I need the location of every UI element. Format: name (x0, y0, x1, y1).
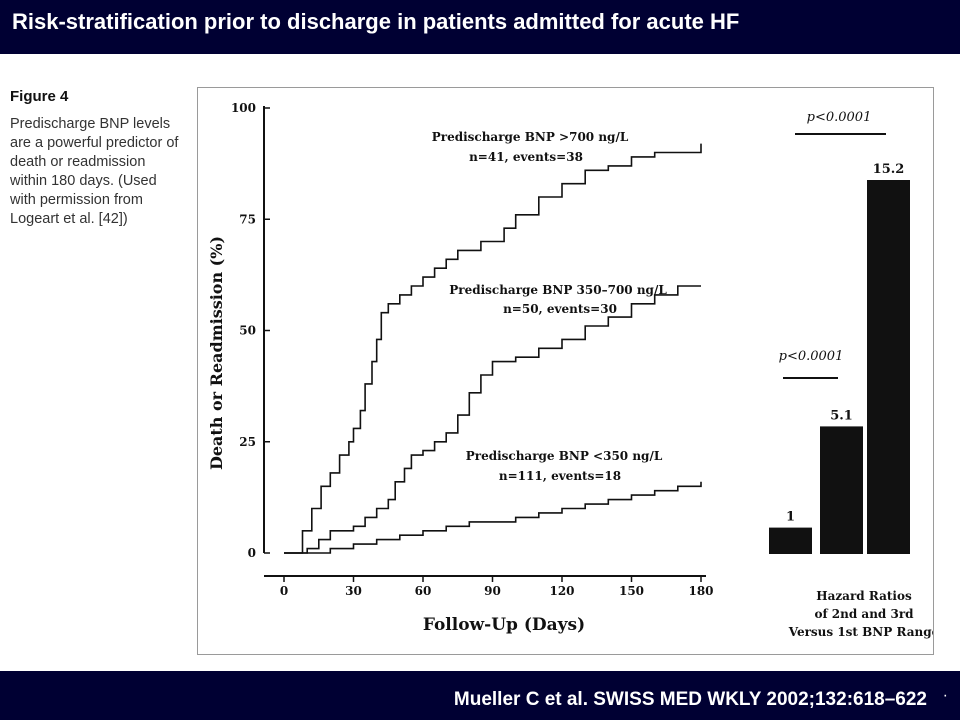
hazard-pvalue-top: p<0.0001 (795, 110, 886, 135)
y-tick-label-75: 75 (239, 212, 256, 226)
footer-mark: · (942, 687, 948, 704)
x-tick-label-180: 180 (688, 584, 713, 598)
hazard-bar-label-2: 5.1 (830, 408, 853, 423)
x-tick-label-150: 150 (619, 584, 644, 598)
y-tick-label-100: 100 (231, 101, 256, 115)
series-3-label-line1: Predischarge BNP <350 ng/L (466, 449, 663, 463)
hazard-bar-3 (867, 180, 910, 554)
y-axis-label: Death or Readmission (%) (207, 236, 226, 470)
y-tick-label-0: 0 (248, 546, 256, 560)
pvalue-label-top: p<0.0001 (807, 110, 872, 125)
citation: Mueller C et al. SWISS MED WKLY 2002;132… (453, 689, 927, 710)
series-3-label-line2: n=111, events=18 (499, 469, 621, 483)
hazard-pvalue-low: p<0.0001 (779, 349, 844, 379)
hazard-bar-2 (820, 426, 863, 554)
km-curve-1 (284, 143, 702, 554)
footer-bar: Mueller C et al. SWISS MED WKLY 2002;132… (0, 671, 960, 720)
figure-caption: Figure 4 Predischarge BNP levels are a p… (10, 88, 180, 229)
y-tick-label-50: 50 (239, 324, 256, 338)
x-tick-label-0: 0 (280, 584, 288, 598)
pvalue-label-low: p<0.0001 (779, 349, 844, 364)
figure-panel: Death or Readmission (%) Follow-Up (Days… (197, 87, 940, 655)
hazard-title-line1: Hazard Ratios (816, 589, 912, 603)
x-axis-label: Follow-Up (Days) (423, 615, 585, 635)
series-1-label-line1: Predischarge BNP >700 ng/L (432, 130, 629, 144)
x-tick-label-90: 90 (484, 584, 501, 598)
series-1-label-line2: n=41, events=38 (469, 150, 583, 164)
x-tick-label-60: 60 (415, 584, 432, 598)
km-chart: Death or Readmission (%) Follow-Up (Days… (207, 101, 940, 639)
hazard-bar-label-3: 15.2 (873, 162, 905, 177)
x-tick-label-30: 30 (345, 584, 362, 598)
figure-label: Figure 4 (10, 88, 69, 105)
slide-title: Risk-stratification prior to discharge i… (0, 0, 960, 54)
series-2-label-line1: Predischarge BNP 350–700 ng/L (449, 283, 667, 297)
x-tick-label-120: 120 (549, 584, 574, 598)
hazard-title-line3: Versus 1st BNP Range (788, 625, 933, 639)
km-curve-3 (284, 481, 702, 554)
figure-description: Predischarge BNP levels are a powerful p… (10, 116, 179, 227)
hazard-title-line2: of 2nd and 3rd (814, 607, 914, 621)
hazard-bar-label-1: 1 (786, 510, 795, 525)
series-2-label-line2: n=50, events=30 (503, 302, 617, 316)
y-tick-label-25: 25 (239, 435, 256, 449)
km-curve-2 (284, 285, 701, 554)
hazard-bar-1 (769, 527, 812, 554)
